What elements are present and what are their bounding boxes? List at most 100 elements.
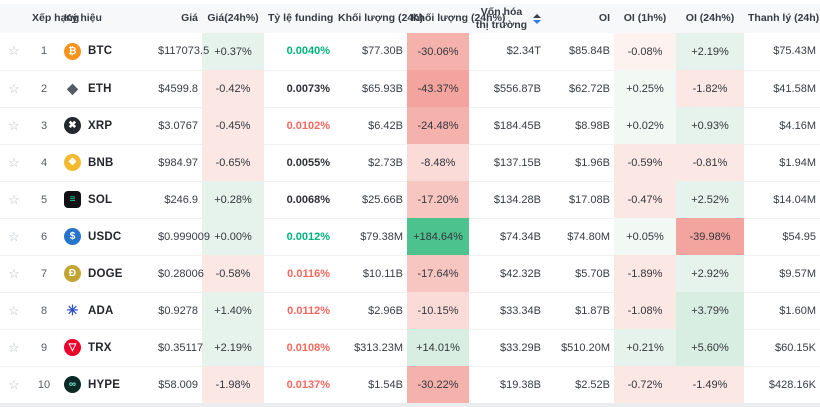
price_chg-value: +0.28% <box>202 181 264 218</box>
top-gap <box>0 0 820 4</box>
symbol-cell[interactable]: ₿ BTC <box>60 33 154 71</box>
col-header-price[interactable]: Giá <box>181 12 198 25</box>
table-row: ☆ 9 ▽ TRX $0.35117 +2.19% 0.0108% $313.23M +14.0… <box>0 329 820 367</box>
funding-cell: 0.0112% <box>264 292 334 330</box>
col-header-mcap[interactable]: Vốn hóa thị trường <box>469 4 545 33</box>
volume_chg-cell: -30.22% <box>407 366 469 403</box>
rank-cell: 6 <box>28 218 60 256</box>
fav-cell: ☆ <box>0 107 28 145</box>
symbol-cell[interactable]: ≡ SOL <box>60 181 154 219</box>
oi_1h-cell: +0.25% <box>614 70 676 107</box>
col-header-oi[interactable]: OI <box>598 12 610 25</box>
star-icon[interactable]: ☆ <box>8 80 20 96</box>
funding-cell: 0.0012% <box>264 218 334 256</box>
star-icon[interactable]: ☆ <box>8 228 20 244</box>
oi_1h-cell: -0.72% <box>614 366 676 403</box>
symbol-cell[interactable]: ∞ HYPE <box>60 366 154 403</box>
table-row: ☆ 1 ₿ BTC $117073.5 +0.37% 0.0040% $77.30B -30.0… <box>0 33 820 71</box>
fav-cell: ☆ <box>0 292 28 330</box>
volume-cell: $2.73B <box>334 144 407 182</box>
star-icon[interactable]: ☆ <box>8 191 20 207</box>
oi_24h-cell: -39.98% <box>676 218 744 255</box>
oi_1h-value: +0.21% <box>614 329 676 366</box>
star-icon[interactable]: ☆ <box>8 302 20 318</box>
fav-cell: ☆ <box>0 181 28 219</box>
col-header-oi_1h[interactable]: OI (1h%) <box>623 12 667 25</box>
volume-value: $2.96B <box>368 304 403 317</box>
oi-value: $5.70B <box>575 267 610 280</box>
star-icon[interactable]: ☆ <box>8 265 20 281</box>
mcap-value: $19.38B <box>500 378 541 391</box>
volume-value: $2.73B <box>368 156 403 169</box>
price_chg-cell: +0.00% <box>202 218 264 255</box>
symbol-cell[interactable]: ◆ ETH <box>60 70 154 108</box>
price-value: $3.0767 <box>158 119 198 132</box>
volume_chg-value: -30.06% <box>407 33 469 70</box>
rank-value: 3 <box>40 119 48 132</box>
symbol-cell[interactable]: ✖ XRP <box>60 107 154 145</box>
col-header-symbol[interactable]: Ký hiệu <box>64 12 102 25</box>
price_chg-cell: -0.42% <box>202 70 264 107</box>
liq-cell: $14.04M <box>744 181 820 219</box>
liq-cell: $54.95 <box>744 218 820 256</box>
price_chg-cell: +0.28% <box>202 181 264 218</box>
usdc-icon: $ <box>64 228 81 245</box>
col-header-fav[interactable] <box>0 4 28 33</box>
liq-value: $41.58M <box>773 82 816 95</box>
funding-cell: 0.0137% <box>264 366 334 403</box>
rank-cell: 8 <box>28 292 60 330</box>
volume-cell: $10.11B <box>334 255 407 293</box>
star-icon[interactable]: ☆ <box>8 154 20 170</box>
xrp-icon: ✖ <box>64 117 81 134</box>
col-header-rank[interactable]: Xếp hạng <box>32 12 80 25</box>
bnb-icon: ❖ <box>64 154 81 171</box>
col-header-price_chg[interactable]: Giá(24h%) <box>207 12 259 25</box>
table-row: ☆ 8 ✳ ADA $0.9278 +1.40% 0.0112% $2.96B -10.15% $… <box>0 292 820 330</box>
oi_1h-cell: +0.05% <box>614 218 676 255</box>
hype-icon: ∞ <box>64 376 81 394</box>
volume-value: $77.30B <box>362 45 403 58</box>
col-header-oi_24h[interactable]: OI (24h%) <box>685 12 735 25</box>
fav-cell: ☆ <box>0 70 28 108</box>
rank-value: 9 <box>40 341 48 354</box>
symbol-cell[interactable]: ✳ ADA <box>60 292 154 330</box>
coin-name: TRX <box>88 341 112 354</box>
volume_chg-cell: -17.64% <box>407 255 469 292</box>
volume-value: $79.38M <box>360 230 403 243</box>
symbol-cell[interactable]: ▽ TRX <box>60 329 154 367</box>
star-icon[interactable]: ☆ <box>8 339 20 355</box>
star-icon[interactable]: ☆ <box>8 43 20 59</box>
table-row: ☆ 7 Ð DOGE $0.28006 -0.58% 0.0116% $10.11B -17.6… <box>0 255 820 293</box>
oi_24h-value: -1.49% <box>676 366 744 403</box>
volume_chg-cell: +184.64% <box>407 218 469 255</box>
symbol-cell[interactable]: Ð DOGE <box>60 255 154 293</box>
oi-cell: $8.98B <box>545 107 614 145</box>
volume-value: $1.54B <box>368 378 403 391</box>
col-header-liq[interactable]: Thanh lý (24h) <box>748 12 820 25</box>
btc-icon: ₿ <box>64 42 81 60</box>
symbol-cell[interactable]: ❖ BNB <box>60 144 154 182</box>
oi-value: $8.98B <box>575 119 610 132</box>
oi_1h-cell: +0.21% <box>614 329 676 366</box>
volume-cell: $313.23M <box>334 329 407 367</box>
price-value: $0.9278 <box>158 304 198 317</box>
star-icon[interactable]: ☆ <box>8 376 20 392</box>
price-cell: $117073.5 <box>154 33 209 71</box>
col-header-funding[interactable]: Tỷ lệ funding <box>268 12 334 25</box>
col-header-volume_chg[interactable]: Khối lượng (24h%) <box>411 12 506 25</box>
oi_24h-value: +5.60% <box>676 329 744 366</box>
symbol-cell[interactable]: $ USDC <box>60 218 154 256</box>
table-row: ☆ 3 ✖ XRP $3.0767 -0.45% 0.0102% $6.42B -24.48% $… <box>0 107 820 145</box>
price_chg-value: +0.37% <box>202 33 264 70</box>
scrollbar-track[interactable] <box>0 403 820 407</box>
mcap-cell: $556.87B <box>469 70 545 108</box>
table-body: ☆ 1 ₿ BTC $117073.5 +0.37% 0.0040% $77.30B -30.0… <box>0 33 820 403</box>
price-cell: $4599.8 <box>154 70 202 108</box>
star-icon[interactable]: ☆ <box>8 117 20 133</box>
price-cell: $0.999009 <box>154 218 210 256</box>
rank-value: 4 <box>40 156 48 169</box>
oi-cell: $5.70B <box>545 255 614 293</box>
mcap-cell: $33.29B <box>469 329 545 367</box>
oi_24h-value: +2.19% <box>676 33 744 70</box>
col-header-volume[interactable]: Khối lượng (24h) <box>338 12 424 25</box>
